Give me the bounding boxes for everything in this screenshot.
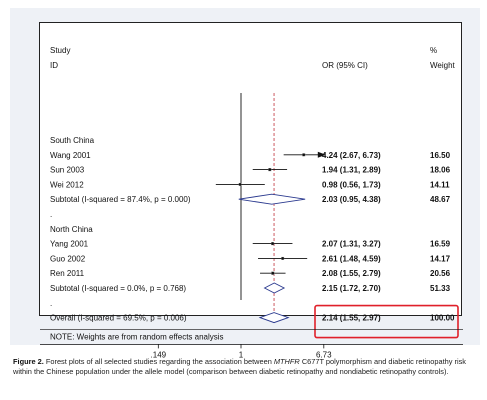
row-label-north-china: North China [50,225,93,234]
header-weight: Weight [430,61,456,70]
row-weight-subtotal-i-squared-87-4-p-0-000: 48.67 [430,195,451,204]
row-or-guo-2002: 2.61 (1.48, 4.59) [322,254,381,263]
row-or-subtotal-i-squared-87-4-p-0-000: 2.03 (0.95, 4.38) [322,195,381,204]
diamond-subtotal-i-squared-0-0-p-0-768 [263,282,286,294]
x-tick-label-6p73: 6.73 [316,350,332,359]
row-label-subtotal-i-squared-0-0-p-0-768: Subtotal (I-squared = 0.0%, p = 0.768) [50,284,186,293]
row-or-overall-i-squared-69-5-p-0-006: 2.14 (1.55, 2.97) [322,314,381,323]
row-or-ren-2011: 2.08 (1.55, 2.79) [322,269,381,278]
forest-plot: Study ID OR (95% CI)% Weight South China Wang… [40,46,463,359]
row-or-sun-2003: 1.94 (1.31, 2.89) [322,166,381,175]
row-label-subtotal-i-squared-87-4-p-0-000: Subtotal (I-squared = 87.4%, p = 0.000) [50,195,191,204]
row-or-wei-2012: 0.98 (0.56, 1.73) [322,180,381,189]
row-label-wang-2001: Wang 2001 [50,151,91,160]
figure-caption: Figure 2. Forest plots of all selected s… [13,357,478,377]
diamond-subtotal-i-squared-87-4-p-0-000 [238,193,306,205]
row-label-ren-2011: Ren 2011 [50,269,85,278]
row-label-wei-2012: Wei 2012 [50,180,84,189]
row-weight-ren-2011: 20.56 [430,269,451,278]
header-or: OR (95% CI) [322,61,368,70]
row-weight-wei-2012: 14.11 [430,180,450,189]
point-yang-2001 [271,242,274,245]
x-tick-label-p149: .149 [151,350,167,359]
caption-label: Figure 2. [13,357,44,366]
row-weight-subtotal-i-squared-0-0-p-0-768: 51.33 [430,284,451,293]
figure-panel: Study ID OR (95% CI)% Weight South China Wang… [10,8,480,359]
ci-arrow-wang-2001 [317,151,326,158]
caption-text-after: C677T polymorphism and diabetic retinopa… [13,357,467,376]
point-wang-2001 [302,153,306,157]
point-ren-2011 [271,271,275,275]
row-weight-wang-2001: 16.50 [430,151,451,160]
point-guo-2002 [281,257,284,260]
row-label-guo-2002: Guo 2002 [50,254,86,263]
highlight-box [314,304,459,339]
x-tick-label-1: 1 [239,350,244,359]
row-or-yang-2001: 2.07 (1.31, 3.27) [322,240,381,249]
row-label-overall-i-squared-69-5-p-0-006: Overall (I-squared = 69.5%, p = 0.006) [50,314,187,323]
point-wei-2012 [238,183,242,186]
row-label-sun-2003: Sun 2003 [50,166,85,175]
row-or-wang-2001: 4.24 (2.67, 6.73) [322,151,381,160]
row-weight-guo-2002: 14.17 [430,254,451,263]
row-weight-sun-2003: 18.06 [430,166,451,175]
forest-plot-frame: Study ID OR (95% CI)% Weight South China Wang… [39,22,463,359]
diamond-overall-i-squared-69-5-p-0-006 [258,312,290,324]
row-or-subtotal-i-squared-0-0-p-0-768: 2.15 (1.72, 2.70) [322,284,381,293]
point-sun-2003 [268,168,272,171]
row-label-dot: . [50,299,52,308]
row-weight-yang-2001: 16.59 [430,240,451,249]
caption-gene: MTHFR [273,357,300,366]
row-label-yang-2001: Yang 2001 [50,240,89,249]
caption-text-before: Forest plots of all selected studies reg… [43,357,274,366]
row-label-dot: . [50,210,52,219]
note-text: NOTE: Weights are from random effects an… [50,332,224,341]
header-id: ID [50,61,58,70]
header-pct: % [430,46,437,55]
row-weight-overall-i-squared-69-5-p-0-006: 100.00 [430,314,455,323]
row-label-south-china: South China [50,136,95,145]
header-study: Study [50,46,70,55]
